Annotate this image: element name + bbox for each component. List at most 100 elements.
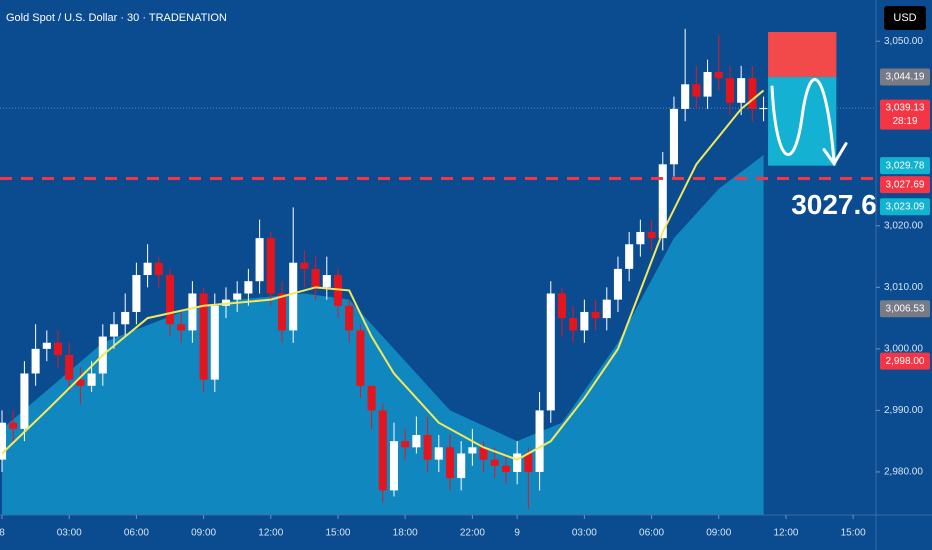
x-tick-label: 18:00 (393, 528, 418, 539)
candle-body (457, 453, 466, 479)
annotation: 3027.6 (791, 189, 877, 220)
candle-body (221, 299, 231, 306)
candle-body (76, 379, 85, 386)
y-tick-label: 2,980.00 (884, 467, 923, 478)
candle-body (0, 422, 7, 460)
candle-body (378, 410, 387, 491)
candle-body (434, 447, 443, 460)
candle-body (490, 459, 499, 466)
price-label: 3,027.69 (886, 179, 925, 190)
candle-body (333, 275, 343, 306)
candle-body (647, 231, 656, 239)
candle-body (557, 293, 567, 319)
candle-body (580, 311, 589, 331)
candle-body (322, 275, 331, 288)
candle-body (636, 231, 645, 245)
y-tick-label: 3,020.00 (884, 220, 923, 231)
candle-body (109, 324, 119, 337)
x-tick-label: 03:00 (572, 528, 597, 539)
candle-body (759, 108, 768, 110)
candle-body (277, 293, 287, 331)
price-label: 3,044.19 (886, 72, 925, 83)
x-tick-label: 15:00 (325, 528, 350, 539)
candle-body (300, 262, 309, 269)
candle-body (625, 244, 634, 269)
price-label: 2,998.00 (886, 356, 925, 367)
candle-body (244, 281, 253, 294)
candle-body (210, 305, 219, 380)
x-tick-label: 22:00 (460, 528, 485, 539)
x-tick-label: 09:00 (706, 528, 731, 539)
candle-body (591, 311, 600, 319)
position-risk (768, 31, 837, 77)
candle-body (367, 385, 376, 411)
price-label: 3,006.53 (886, 303, 925, 314)
candle-body (737, 78, 746, 103)
currency-label[interactable]: USD (893, 12, 916, 24)
x-tick-label: 12:00 (773, 528, 798, 539)
candle-body (311, 268, 320, 288)
candle-body (669, 108, 678, 165)
x-tick-label: 06:00 (639, 528, 664, 539)
candle-body (423, 435, 432, 460)
x-tick-label: 12:00 (258, 528, 283, 539)
candle-body (143, 262, 152, 276)
candle-body (714, 71, 723, 79)
price-label: 3,023.09 (886, 201, 925, 212)
candle-body (289, 262, 298, 331)
price-label-countdown: 28:19 (892, 116, 917, 127)
candle-body (535, 410, 544, 472)
candle-body (613, 268, 623, 300)
candle-body (233, 293, 242, 300)
price-label-box (880, 300, 930, 318)
candle-body (479, 447, 488, 460)
candle-body (199, 293, 208, 380)
candle-body (658, 164, 667, 239)
price-label: 3,039.13 (886, 103, 925, 114)
y-tick-label: 3,000.00 (884, 344, 923, 355)
candle-body (20, 373, 29, 429)
candle-body (154, 262, 163, 276)
currency-button[interactable] (884, 6, 926, 30)
y-tick-label: 3,010.00 (884, 282, 923, 293)
candle-body (703, 71, 712, 97)
chart-title: Gold Spot / U.S. Dollar · 30 · TRADENATI… (6, 12, 227, 24)
candle-body (681, 84, 690, 109)
candle-body (748, 78, 757, 109)
ema-line (1, 89, 765, 461)
candle-body (266, 238, 275, 294)
candle-body (65, 355, 74, 380)
candle-body (9, 422, 18, 429)
candle-body (513, 453, 522, 472)
candle-body (188, 293, 197, 331)
price-label-box (880, 99, 930, 130)
candle-body (501, 465, 511, 472)
candle-body (389, 441, 399, 491)
candle-body (569, 318, 578, 331)
candle-body (177, 324, 186, 331)
candle-body (468, 447, 477, 454)
candle-body (255, 238, 264, 282)
plot-area: 3027.6 (0, 28, 877, 515)
candle-body (53, 342, 63, 356)
candle-body (121, 311, 130, 325)
candle-body (165, 275, 175, 325)
price-label-box (880, 352, 930, 370)
candle-body (345, 305, 354, 331)
price-label-box (880, 176, 930, 194)
candle-body (725, 78, 734, 103)
price-label-box (880, 198, 930, 216)
candle-body (692, 84, 701, 97)
price-label-box (880, 157, 930, 175)
price-label: 3,029.78 (886, 160, 925, 171)
candle-body (546, 293, 555, 411)
candle-body (524, 453, 533, 472)
y-tick-label: 2,990.00 (884, 405, 923, 416)
x-tick-label: 09:00 (191, 528, 216, 539)
plot-layer (0, 28, 876, 515)
candle-body (356, 330, 365, 386)
x-tick-label: 15:00 (841, 528, 866, 539)
y-tick-label: 3,050.00 (884, 36, 923, 47)
x-tick-label: 9 (514, 528, 520, 539)
